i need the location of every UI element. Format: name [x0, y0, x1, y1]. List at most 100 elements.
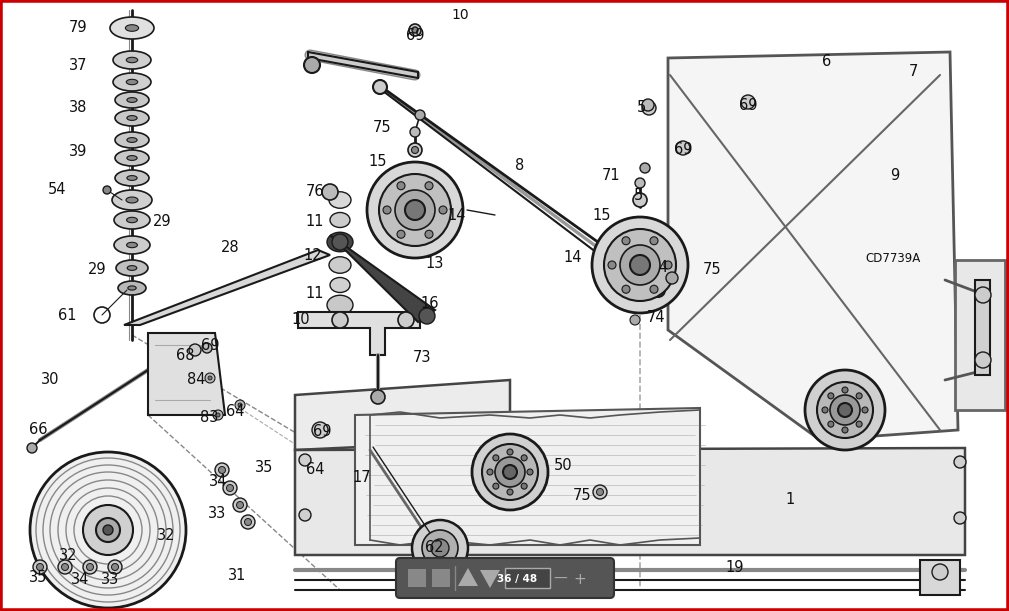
Circle shape: [651, 283, 665, 297]
Ellipse shape: [126, 218, 137, 222]
Circle shape: [495, 457, 525, 487]
Bar: [955, 260, 1005, 410]
Text: 15: 15: [368, 155, 387, 169]
Text: 69: 69: [313, 425, 331, 439]
Circle shape: [415, 110, 425, 120]
Text: 11: 11: [306, 285, 324, 301]
Circle shape: [299, 454, 311, 466]
Text: 37: 37: [69, 57, 87, 73]
Ellipse shape: [125, 24, 138, 31]
Circle shape: [96, 518, 120, 542]
Text: 30: 30: [40, 373, 60, 387]
Text: 32: 32: [59, 547, 78, 563]
Circle shape: [62, 563, 69, 571]
Circle shape: [395, 190, 435, 230]
Circle shape: [507, 489, 513, 495]
Text: 10: 10: [451, 8, 469, 22]
Polygon shape: [355, 408, 700, 545]
Ellipse shape: [115, 110, 149, 126]
Circle shape: [103, 186, 111, 194]
Circle shape: [36, 563, 43, 571]
Ellipse shape: [126, 197, 138, 203]
Text: 35: 35: [29, 571, 47, 585]
Text: 17: 17: [353, 470, 371, 486]
Text: 76: 76: [306, 185, 324, 200]
Text: 69: 69: [674, 142, 692, 158]
Bar: [408, 569, 426, 587]
Text: 4: 4: [659, 260, 668, 276]
Ellipse shape: [127, 175, 137, 180]
Circle shape: [593, 485, 607, 499]
Circle shape: [425, 230, 433, 238]
Circle shape: [409, 24, 421, 36]
Text: 68: 68: [176, 348, 195, 362]
Text: 38: 38: [69, 100, 87, 114]
Circle shape: [299, 509, 311, 521]
Circle shape: [596, 489, 603, 496]
Text: 8: 8: [516, 158, 525, 172]
Ellipse shape: [115, 132, 149, 148]
Ellipse shape: [126, 243, 137, 247]
Text: 69: 69: [739, 98, 757, 112]
Text: 14: 14: [448, 208, 466, 222]
Ellipse shape: [115, 150, 149, 166]
Circle shape: [238, 403, 242, 407]
Circle shape: [112, 563, 118, 571]
Text: 69: 69: [201, 337, 219, 353]
Circle shape: [33, 560, 47, 574]
Circle shape: [633, 193, 647, 207]
Circle shape: [397, 230, 405, 238]
Ellipse shape: [327, 232, 353, 252]
Circle shape: [822, 407, 828, 413]
Text: 9: 9: [890, 167, 900, 183]
Text: 50: 50: [554, 458, 572, 472]
Text: 33: 33: [208, 505, 226, 521]
Text: 1: 1: [785, 492, 795, 508]
Ellipse shape: [114, 211, 150, 229]
Circle shape: [830, 395, 860, 425]
Circle shape: [630, 315, 640, 325]
Circle shape: [103, 525, 113, 535]
Circle shape: [521, 455, 527, 461]
Text: 36 / 48: 36 / 48: [497, 574, 537, 584]
Text: 12: 12: [304, 247, 322, 263]
Circle shape: [223, 481, 237, 495]
Ellipse shape: [118, 281, 146, 295]
Text: 73: 73: [413, 351, 431, 365]
Circle shape: [233, 498, 247, 512]
Ellipse shape: [329, 257, 351, 273]
Text: CD7739A: CD7739A: [866, 252, 920, 265]
Circle shape: [241, 515, 255, 529]
Polygon shape: [330, 235, 435, 322]
Circle shape: [635, 178, 645, 188]
Circle shape: [492, 455, 498, 461]
Ellipse shape: [115, 92, 149, 108]
Circle shape: [397, 181, 405, 190]
Text: 75: 75: [702, 263, 721, 277]
Ellipse shape: [126, 57, 137, 63]
Circle shape: [664, 261, 672, 269]
Circle shape: [857, 393, 862, 399]
Circle shape: [666, 272, 678, 284]
Text: 79: 79: [69, 21, 88, 35]
Text: 39: 39: [69, 144, 87, 159]
Text: 7: 7: [908, 65, 918, 79]
Text: 32: 32: [156, 527, 176, 543]
Polygon shape: [668, 52, 958, 440]
Circle shape: [30, 452, 186, 608]
Ellipse shape: [329, 192, 351, 208]
Ellipse shape: [330, 213, 350, 227]
Text: 5: 5: [634, 188, 643, 202]
Circle shape: [827, 421, 833, 427]
Ellipse shape: [114, 236, 150, 254]
Circle shape: [419, 308, 435, 324]
Text: 29: 29: [152, 214, 172, 230]
Circle shape: [817, 382, 873, 438]
Text: 11: 11: [306, 214, 324, 230]
Circle shape: [630, 255, 650, 275]
Circle shape: [412, 520, 468, 576]
Circle shape: [208, 376, 212, 380]
Ellipse shape: [128, 286, 136, 290]
Circle shape: [842, 427, 848, 433]
Ellipse shape: [110, 17, 154, 39]
